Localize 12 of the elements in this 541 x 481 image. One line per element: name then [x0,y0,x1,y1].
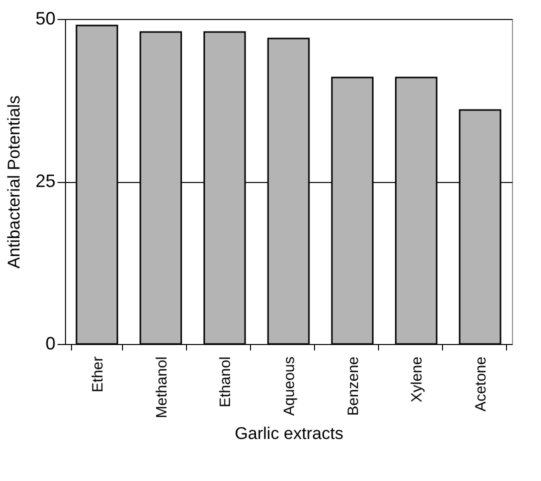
x-tick-label: Xylene [408,356,426,402]
x-tick-label: Acetone [472,356,490,412]
y-axis-title: Antibacterial Potentials [4,96,24,268]
y-tick-label: 50 [35,8,56,28]
x-tick-label: Ether [89,356,106,392]
x-tick-label: Aqueous [281,356,298,416]
y-tick-label: 0 [45,334,56,354]
x-tick-label: Benzene [344,356,362,416]
x-axis-title: Garlic extracts [234,424,344,444]
x-tick-label: Methanol [153,356,170,418]
x-tick-label: Ethanol [217,356,234,408]
y-tick-label: 25 [35,171,56,191]
